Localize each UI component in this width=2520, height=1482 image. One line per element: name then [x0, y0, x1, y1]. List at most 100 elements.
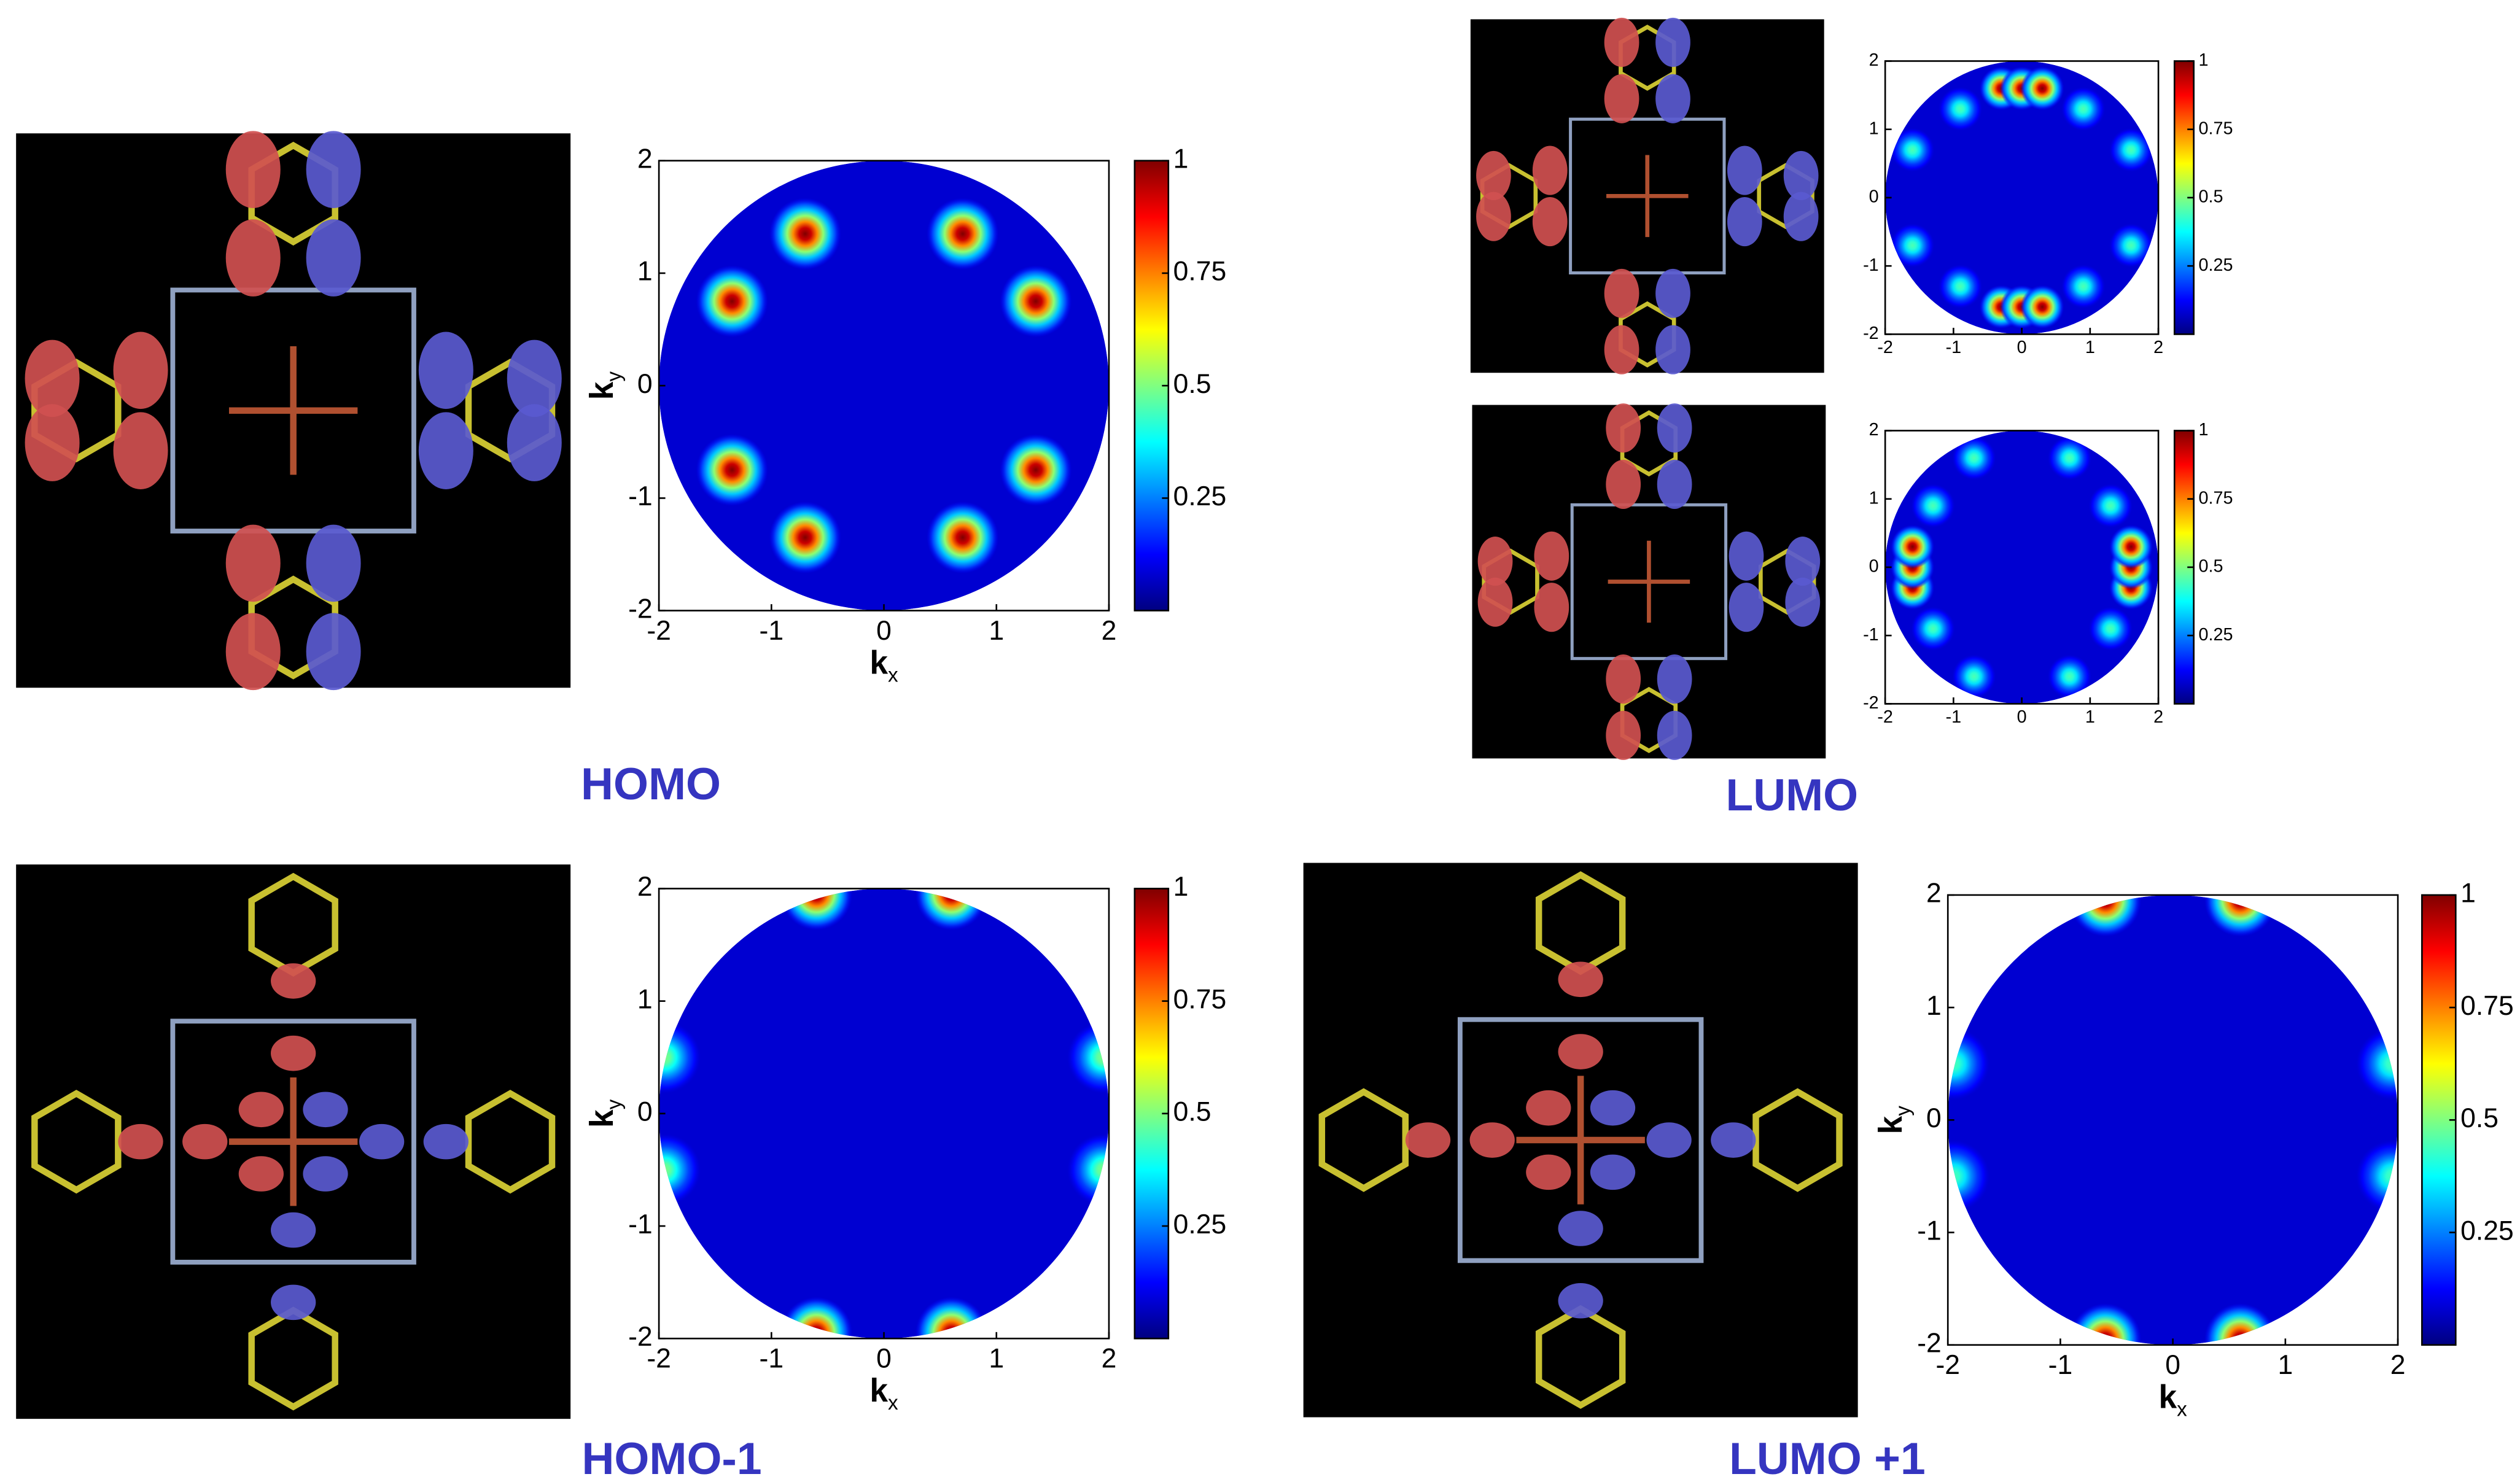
orbital-lobe — [1604, 18, 1639, 67]
orbital-lobe — [239, 1092, 284, 1128]
orbital-lobe — [306, 219, 361, 297]
y-tick-label: 0 — [637, 1097, 653, 1127]
orbital-lobe — [226, 525, 281, 602]
x-tick-label: 1 — [989, 1344, 1004, 1374]
orbital-lobe — [226, 613, 281, 691]
orbital-label: HOMO-1 — [582, 1434, 762, 1482]
heatmap — [659, 161, 1109, 611]
y-axis-label: ky — [1873, 1106, 1915, 1135]
orbital-lobe — [271, 1285, 316, 1321]
y-axis-label-main: k — [1873, 1115, 1909, 1134]
y-tick-label: -2 — [628, 1322, 653, 1352]
y-tick-label: 1 — [637, 257, 653, 287]
orbital-lobe — [1526, 1090, 1571, 1126]
intensity-spot — [1000, 434, 1071, 506]
colorbar-tick-label: 0.25 — [2199, 255, 2233, 275]
intensity-spot — [769, 502, 841, 573]
colorbar-tick-label: 0.5 — [2199, 187, 2223, 207]
heatmap-background — [1948, 895, 2398, 1345]
orbital-lobe — [419, 332, 473, 409]
x-tick-label: -1 — [760, 616, 784, 646]
orbital-lobe — [1558, 1211, 1603, 1246]
orbital-lobe — [1478, 578, 1513, 627]
orbital-lobe — [1604, 325, 1639, 374]
y-axis-label-sub: y — [1892, 1106, 1915, 1116]
x-axis-label-sub: x — [888, 664, 898, 686]
orbital-lobe — [226, 219, 281, 297]
x-axis-label-sub: x — [888, 1392, 898, 1414]
orbital-lobe — [1533, 197, 1568, 246]
orbital-lobe — [1729, 532, 1764, 581]
colorbar-tick-label: 0.75 — [2460, 991, 2514, 1021]
intensity-spot — [1911, 607, 1954, 650]
colorbar-tick-label: 0.5 — [1173, 1097, 1211, 1127]
x-tick-label: 2 — [1102, 616, 1117, 646]
orbital-lobe — [1604, 269, 1639, 318]
heatmap — [1885, 430, 2158, 704]
intensity-spot — [927, 502, 998, 573]
x-tick-label: 0 — [2017, 707, 2027, 727]
orbital-lobe — [1406, 1122, 1450, 1158]
colorbar-tick-label: 1 — [2460, 879, 2476, 909]
intensity-spot — [1939, 265, 1982, 308]
colorbar-tick-label: 1 — [1173, 144, 1189, 174]
intensity-spot — [2020, 285, 2064, 328]
x-axis-label: kx — [869, 1373, 898, 1414]
orbital-lobe — [306, 525, 361, 602]
intensity-spot — [1911, 484, 1954, 527]
orbital-lobe — [1606, 460, 1641, 509]
orbital-lobe — [114, 332, 168, 409]
colorbar-tick-label: 0.5 — [1173, 369, 1211, 399]
y-tick-label: 0 — [1926, 1103, 1942, 1133]
orbital-lobe — [182, 1124, 227, 1160]
x-axis-label-main: k — [869, 645, 888, 681]
orbital-lobe — [1604, 74, 1639, 123]
y-tick-label: 2 — [637, 144, 653, 174]
colorbar-tick-label: 0.75 — [1173, 984, 1227, 1014]
orbital-lobe — [1606, 654, 1641, 704]
y-tick-label: -1 — [628, 1209, 653, 1240]
orbital-lobe — [1476, 192, 1511, 241]
orbital-lobe — [1655, 18, 1690, 67]
colorbar-tick-label: 0.75 — [2199, 118, 2233, 138]
orbital-lobe — [226, 131, 281, 208]
x-tick-label: -1 — [1946, 707, 1962, 727]
intensity-spot — [1939, 87, 1982, 131]
intensity-spot — [696, 265, 768, 337]
y-tick-label: 1 — [637, 984, 653, 1014]
x-tick-label: 0 — [876, 616, 892, 646]
y-axis-label: ky — [584, 1099, 626, 1128]
orbital-lobe — [1558, 961, 1603, 997]
orbital-lobe — [1711, 1122, 1756, 1158]
y-tick-label: -1 — [1863, 255, 1879, 275]
molecule-image — [1471, 18, 1824, 374]
colorbar-tick-label: 0.5 — [2460, 1103, 2499, 1133]
y-tick-label: 2 — [1869, 420, 1879, 440]
orbital-lobe — [1526, 1155, 1571, 1190]
y-tick-label: -2 — [1917, 1328, 1942, 1358]
y-tick-label: 1 — [1869, 118, 1879, 138]
x-tick-label: 0 — [876, 1344, 892, 1374]
orbital-lobe — [1657, 460, 1692, 509]
orbital-lobe — [419, 412, 473, 489]
orbital-lobe — [114, 412, 168, 489]
orbital-lobe — [1534, 532, 1569, 581]
orbital-lobe — [303, 1156, 348, 1192]
x-tick-label: -1 — [760, 1344, 784, 1374]
orbital-lobe — [1590, 1090, 1635, 1126]
y-tick-label: -1 — [1863, 625, 1879, 645]
intensity-spot — [2061, 265, 2105, 308]
orbital-label: LUMO +1 — [1729, 1434, 1926, 1482]
intensity-spot — [1891, 525, 1934, 568]
orbital-lobe — [1558, 1283, 1603, 1319]
x-tick-label: 2 — [2153, 707, 2163, 727]
heatmap-background — [659, 161, 1109, 611]
orbital-lobe — [239, 1156, 284, 1192]
intensity-spot — [1000, 265, 1071, 337]
y-tick-label: 2 — [1926, 879, 1942, 909]
orbital-lobe — [306, 131, 361, 208]
orbital-lobe — [1785, 578, 1820, 627]
colorbar-tick-label: 1 — [2199, 420, 2209, 440]
x-tick-label: 1 — [2085, 338, 2095, 357]
